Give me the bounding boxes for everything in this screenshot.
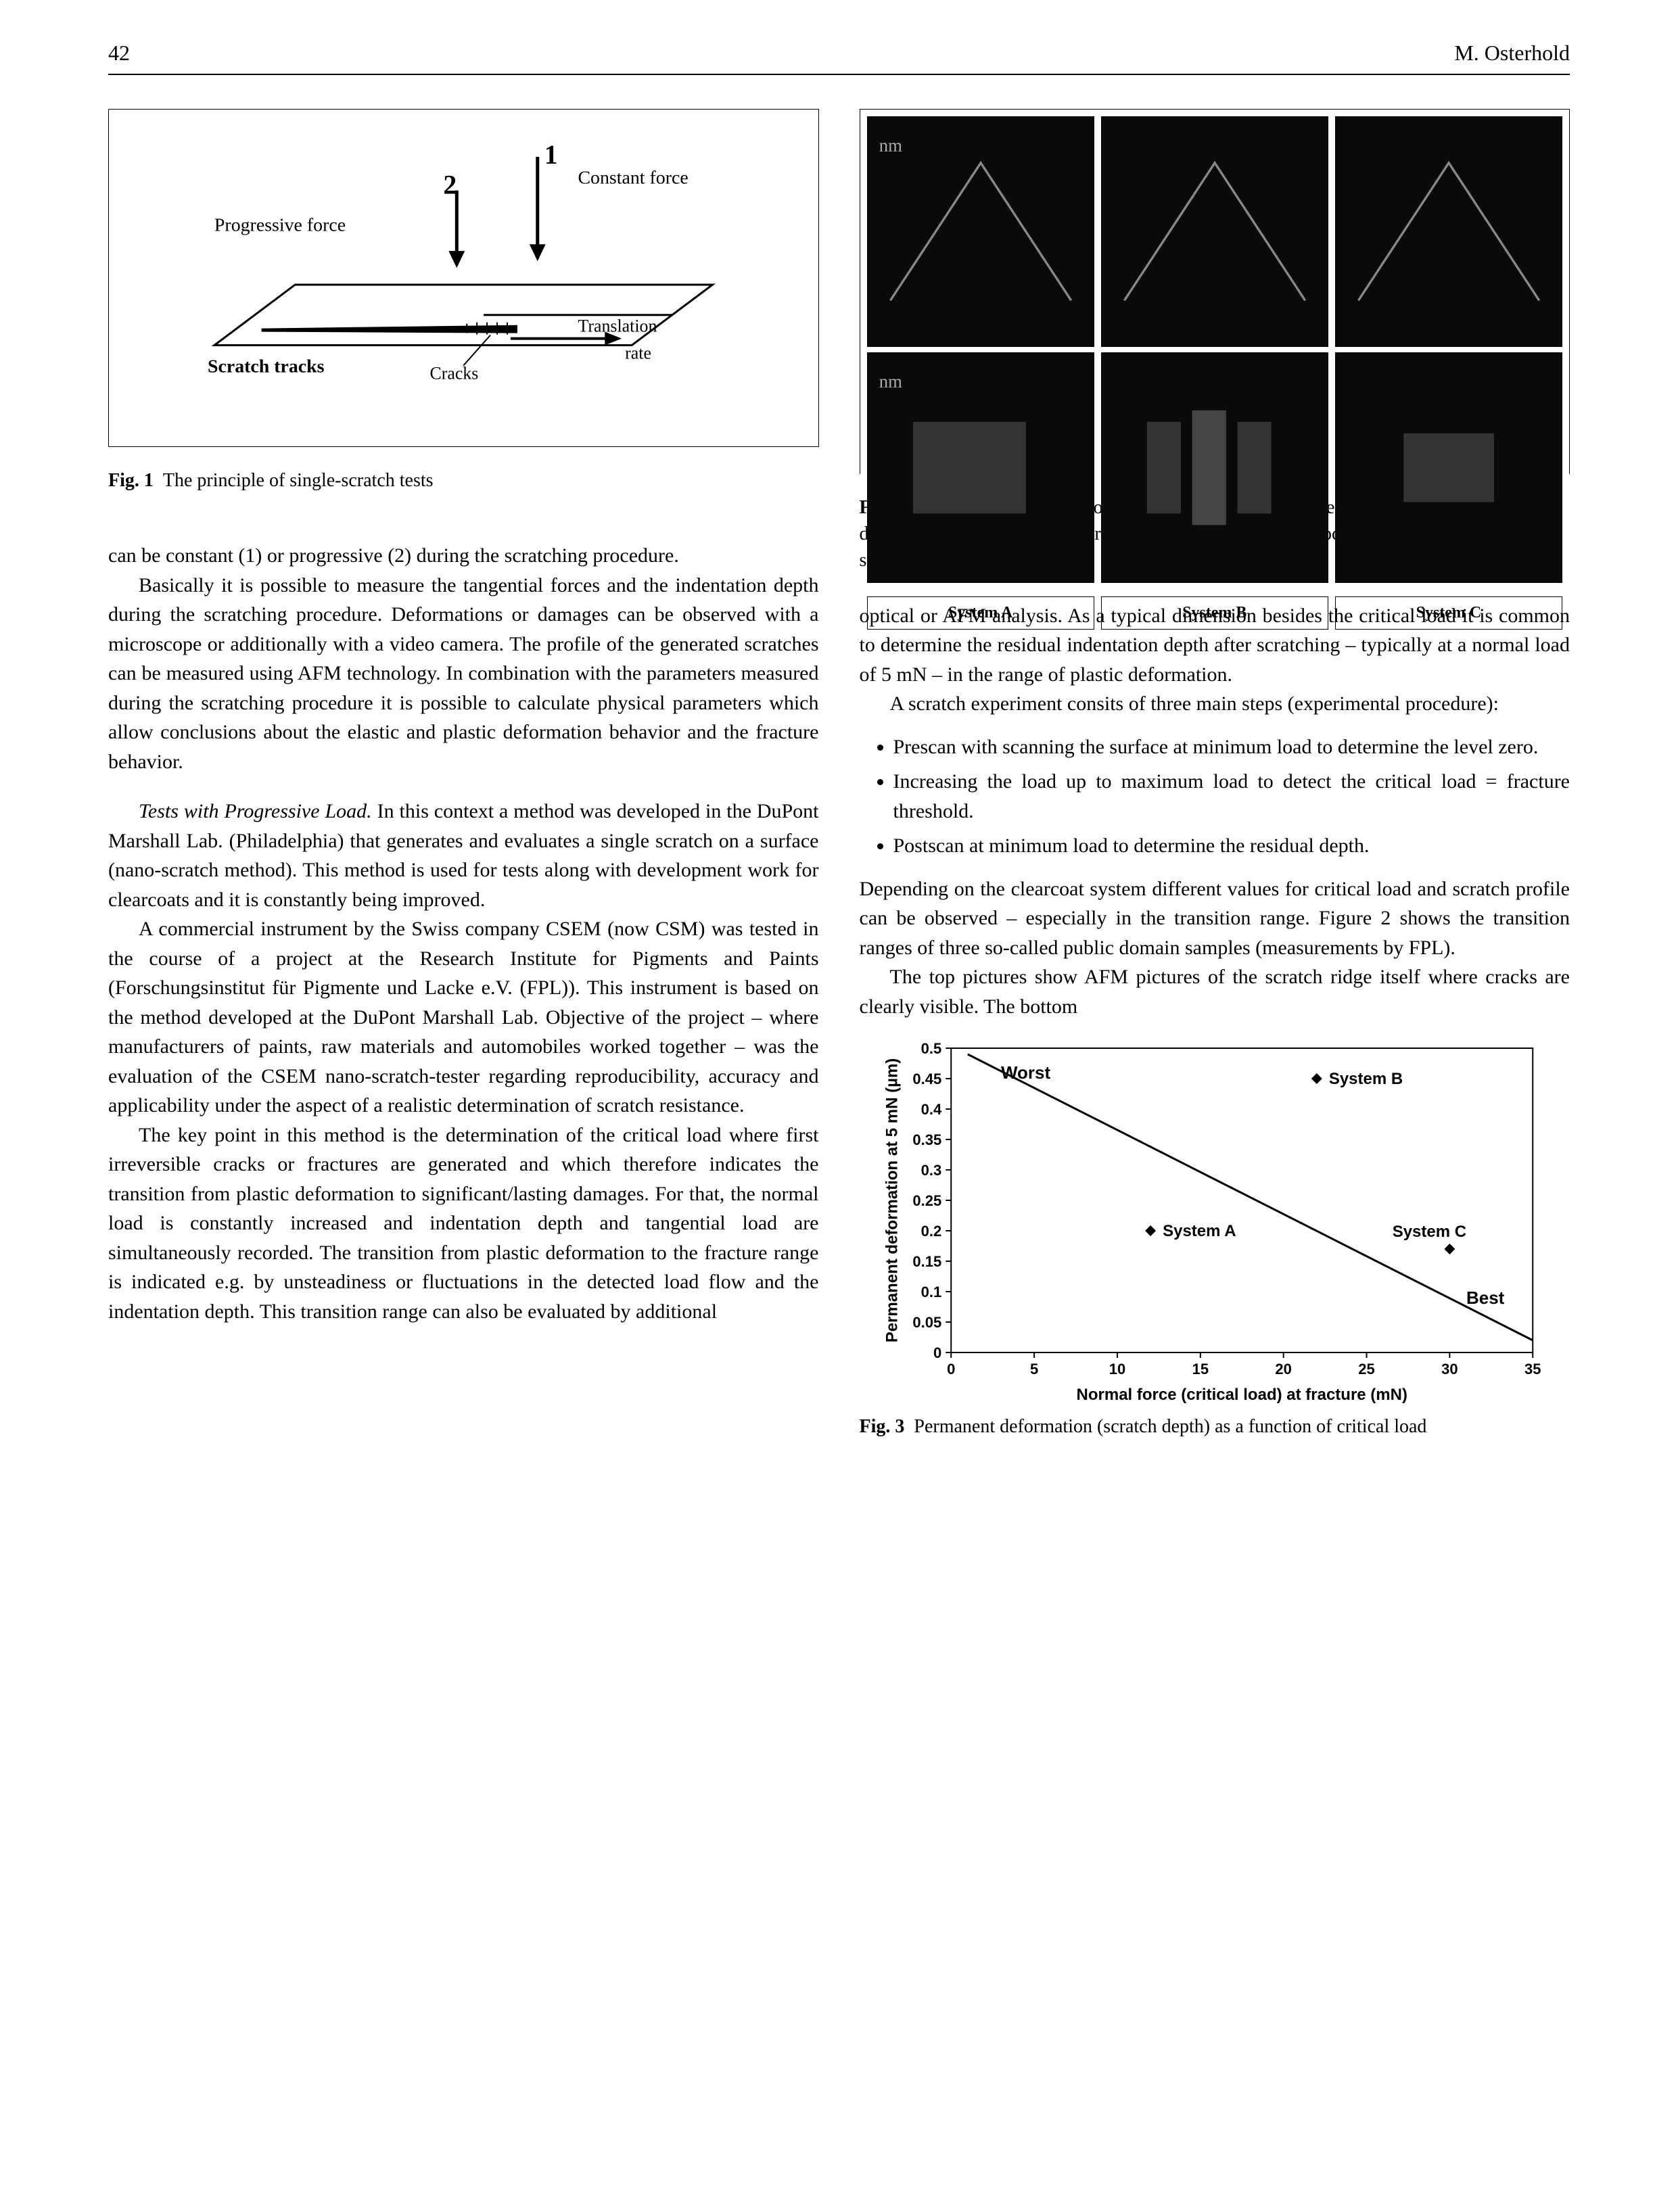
fig1-progressive-label: Progressive force <box>214 214 346 235</box>
svg-text:System C: System C <box>1392 1223 1466 1241</box>
fig1-caption: Fig. 1 The principle of single-scratch t… <box>108 467 819 494</box>
svg-text:0.05: 0.05 <box>912 1314 941 1331</box>
fig1-translation-label1: Translation <box>578 316 657 336</box>
svg-text:nm: nm <box>879 371 902 392</box>
figure-2: nm nm <box>860 109 1570 474</box>
svg-text:35: 35 <box>1524 1361 1541 1378</box>
svg-text:0: 0 <box>947 1361 955 1378</box>
svg-text:15: 15 <box>1192 1361 1208 1378</box>
svg-text:0.3: 0.3 <box>920 1162 941 1179</box>
svg-text:5: 5 <box>1029 1361 1038 1378</box>
paragraph-1: can be constant (1) or progressive (2) d… <box>108 541 819 571</box>
svg-text:30: 30 <box>1441 1361 1458 1378</box>
bullet-1: Prescan with scanning the surface at min… <box>893 732 1570 762</box>
left-column: 1 2 Constant force Progressive force Tra… <box>108 109 819 1467</box>
right-column: nm nm <box>860 109 1570 1467</box>
svg-text:10: 10 <box>1109 1361 1125 1378</box>
paragraph-5: optical or AFM analysis. As a typical di… <box>860 601 1570 690</box>
paragraph-8: The top pictures show AFM pictures of th… <box>860 962 1570 1021</box>
svg-text:0.5: 0.5 <box>920 1040 941 1057</box>
bullet-2: Increasing the load up to maximum load t… <box>893 767 1570 826</box>
svg-text:0.4: 0.4 <box>920 1101 941 1118</box>
fig2-afm-a: nm <box>867 116 1094 347</box>
fig3-caption-text: Permanent deformation (scratch depth) as… <box>914 1416 1426 1437</box>
fig1-cracks-label: Cracks <box>429 363 478 383</box>
fig2-afm-c <box>1335 116 1562 347</box>
section-1-title: Tests with Progressive Load. <box>139 800 372 822</box>
svg-text:0.15: 0.15 <box>912 1253 941 1270</box>
fig2-afm-b <box>1101 116 1328 347</box>
svg-text:System A: System A <box>1163 1222 1236 1240</box>
bullet-3: Postscan at minimum load to determine th… <box>893 831 1570 861</box>
fig3-caption: Fig. 3 Permanent deformation (scratch de… <box>860 1413 1570 1440</box>
fig1-translation-label2: rate <box>625 343 651 362</box>
section-1: Tests with Progressive Load. In this con… <box>108 797 819 914</box>
fig1-caption-text: The principle of single-scratch tests <box>163 470 434 491</box>
fig1-diagram: 1 2 Constant force Progressive force Tra… <box>129 130 798 426</box>
svg-text:0.1: 0.1 <box>920 1284 941 1300</box>
figure-1: 1 2 Constant force Progressive force Tra… <box>108 109 819 447</box>
svg-text:0.2: 0.2 <box>920 1223 941 1240</box>
svg-text:Normal force (critical load) a: Normal force (critical load) at fracture… <box>1076 1386 1407 1404</box>
fig1-num2: 2 <box>443 170 457 200</box>
svg-text:20: 20 <box>1275 1361 1291 1378</box>
fig1-num1: 1 <box>544 140 558 170</box>
svg-text:0: 0 <box>933 1344 941 1361</box>
svg-text:Worst: Worst <box>1000 1062 1050 1083</box>
fig2-micro-b <box>1101 352 1328 583</box>
fig1-caption-label: Fig. 1 <box>108 470 154 491</box>
figure-3-chart: 0 0.05 0.1 0.15 0.2 0.25 0.3 0.35 0.4 0.45 0.5 0 5 10… <box>860 1035 1570 1413</box>
page-number: 42 <box>108 41 130 66</box>
procedure-list: Prescan with scanning the surface at min… <box>880 732 1570 861</box>
svg-text:0.35: 0.35 <box>912 1131 941 1148</box>
fig3-caption-label: Fig. 3 <box>860 1416 905 1437</box>
fig2-micro-c <box>1335 352 1562 583</box>
paragraph-6: A scratch experiment consits of three ma… <box>860 689 1570 719</box>
paragraph-3: A commercial instrument by the Swiss com… <box>108 914 819 1121</box>
paragraph-7: Depending on the clearcoat system differ… <box>860 874 1570 963</box>
fig1-scratch-label: Scratch tracks <box>208 356 325 377</box>
author-name: M. Osterhold <box>1454 41 1570 66</box>
svg-text:nm: nm <box>879 135 902 156</box>
paragraph-4: The key point in this method is the dete… <box>108 1121 819 1327</box>
svg-text:25: 25 <box>1358 1361 1374 1378</box>
paragraph-2: Basically it is possible to measure the … <box>108 571 819 777</box>
svg-text:System B: System B <box>1328 1070 1402 1088</box>
svg-text:Best: Best <box>1466 1288 1504 1308</box>
svg-text:0.25: 0.25 <box>912 1192 941 1209</box>
svg-text:0.45: 0.45 <box>912 1070 941 1087</box>
fig1-constant-label: Constant force <box>578 168 688 189</box>
svg-text:Permanent deformation at 5 mN: Permanent deformation at 5 mN (µm) <box>883 1058 901 1343</box>
fig2-micro-a: nm <box>867 352 1094 583</box>
